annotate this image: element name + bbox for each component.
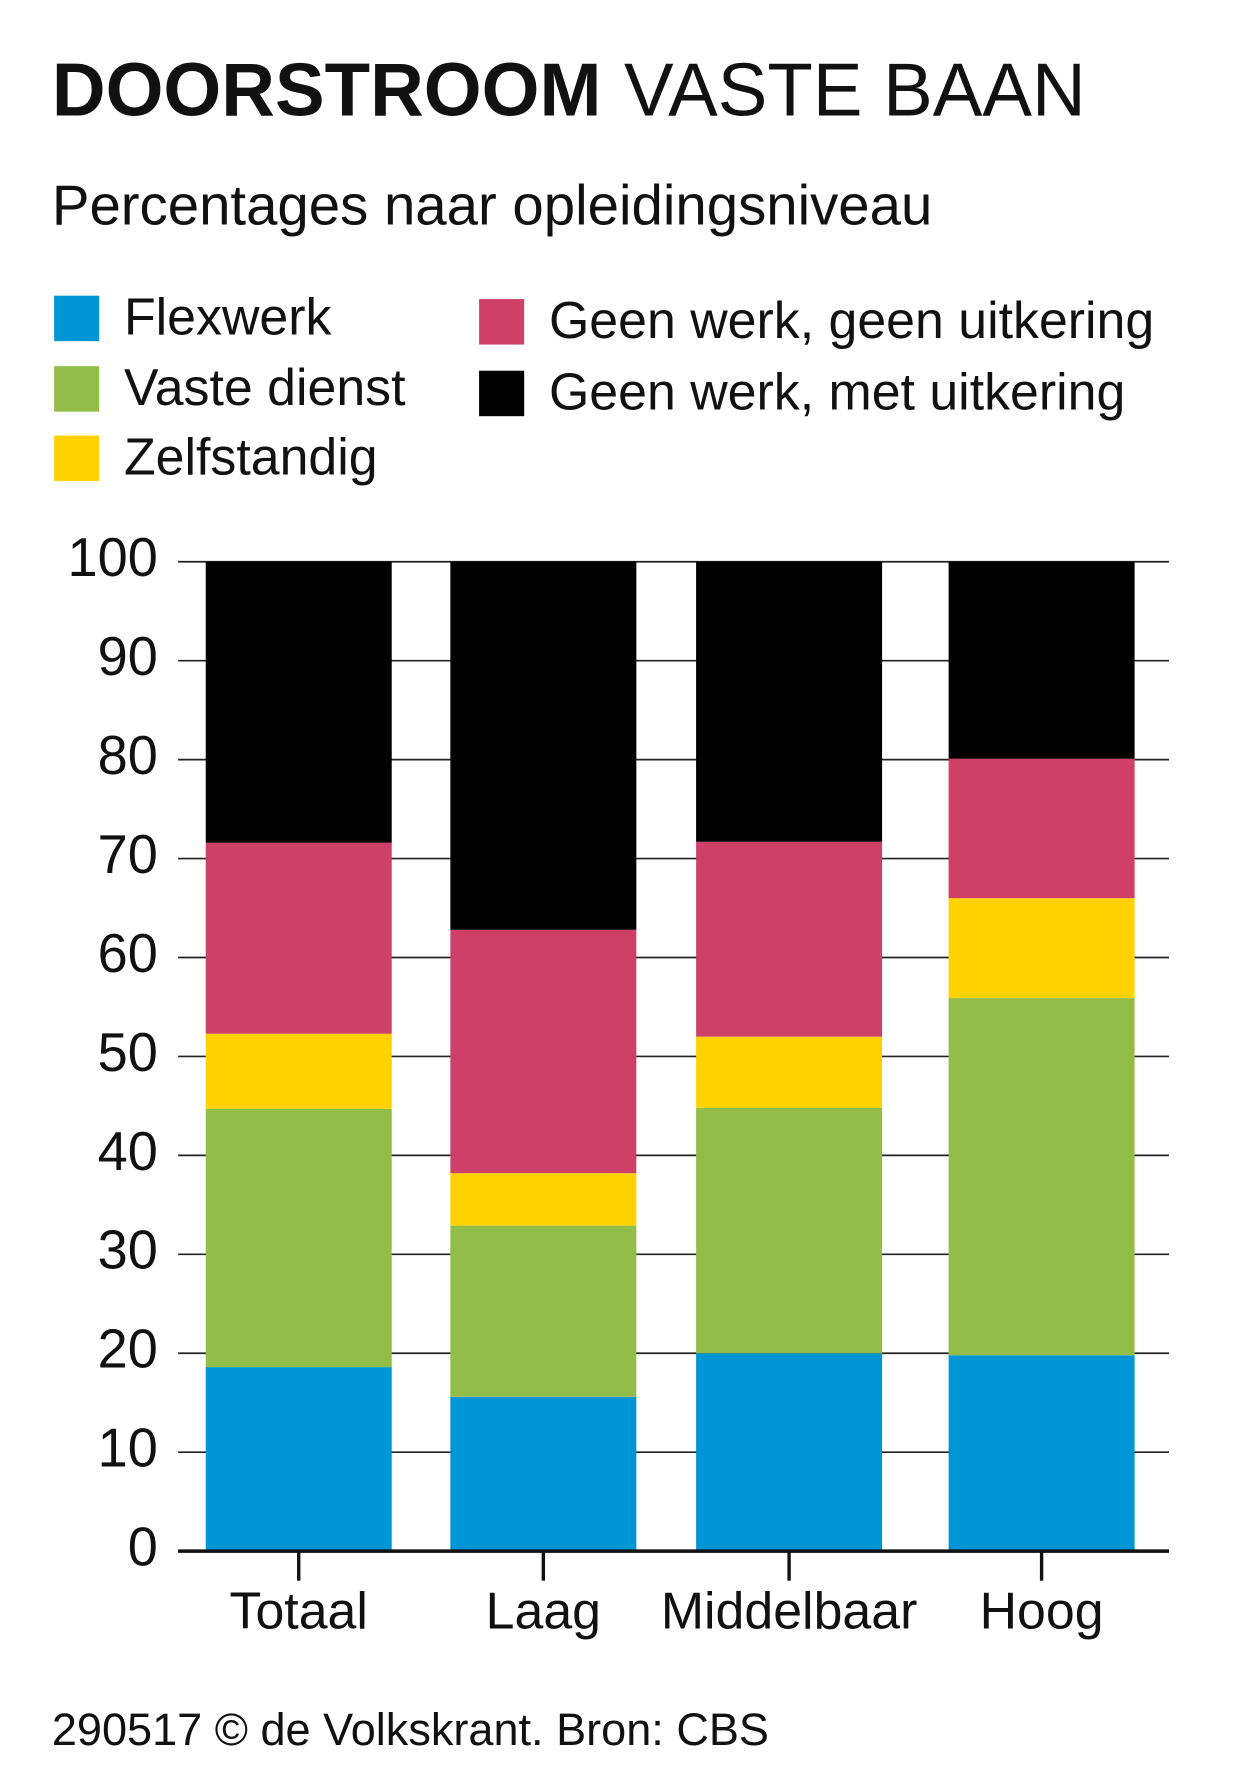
legend-label: Vaste dienst bbox=[124, 359, 406, 417]
source: 290517 © de Volkskrant. Bron: CBS bbox=[52, 1704, 769, 1755]
legend-swatch bbox=[479, 299, 525, 345]
legend-label: Flexwerk bbox=[124, 288, 332, 346]
y-tick-label: 60 bbox=[98, 923, 158, 984]
bar-segment bbox=[450, 929, 637, 1174]
y-tick-label: 30 bbox=[98, 1220, 158, 1281]
y-tick-label: 100 bbox=[68, 527, 158, 588]
legend-label: Geen werk, met uitkering bbox=[549, 363, 1125, 421]
bar-segment bbox=[205, 1108, 392, 1368]
bar-segment bbox=[450, 1396, 637, 1552]
bar-segment bbox=[205, 561, 392, 843]
bar-segment bbox=[948, 758, 1135, 899]
bar-segment bbox=[696, 841, 883, 1037]
bar-segment bbox=[696, 1353, 883, 1552]
bar-segment bbox=[948, 561, 1135, 759]
legend-label: Zelfstandig bbox=[124, 428, 378, 486]
x-tick-label: Hoog bbox=[980, 1582, 1104, 1640]
bar-segment bbox=[205, 842, 392, 1034]
legend-swatch bbox=[54, 366, 100, 412]
bar-segment bbox=[450, 1225, 637, 1397]
y-tick-label: 80 bbox=[98, 725, 158, 786]
bar-segment bbox=[696, 1036, 883, 1108]
title-regular: VASTE BAAN bbox=[624, 47, 1086, 131]
bar-segment bbox=[696, 561, 883, 842]
y-tick-label: 10 bbox=[98, 1417, 158, 1478]
y-tick-label: 0 bbox=[128, 1516, 158, 1577]
legend: Flexwerk Vaste dienst Zelfstandig Geen werk… bbox=[54, 288, 1154, 486]
bar-segment bbox=[205, 1367, 392, 1552]
bar-segment bbox=[948, 1355, 1135, 1552]
y-tick-label: 40 bbox=[98, 1121, 158, 1182]
axes: 0 10 20 30 40 50 60 70 80 90 100 Totaal Laag Middelba… bbox=[68, 527, 1169, 1641]
legend-swatch bbox=[54, 295, 100, 342]
y-tick-label: 90 bbox=[98, 626, 158, 687]
y-tick-label: 70 bbox=[98, 824, 158, 885]
chart-subtitle: Percentages naar opleidingsniveau bbox=[52, 173, 932, 236]
x-tick-label: Totaal bbox=[230, 1582, 368, 1640]
bar-segment bbox=[696, 1107, 883, 1354]
bar-segment bbox=[450, 561, 637, 930]
y-tick-label: 50 bbox=[98, 1022, 158, 1083]
title-bold: DOORSTROOM bbox=[52, 47, 602, 131]
x-tick-label: Laag bbox=[486, 1582, 601, 1640]
bars bbox=[205, 561, 1135, 1552]
bar-segment bbox=[450, 1173, 637, 1226]
x-tick-label: Middelbaar bbox=[661, 1582, 918, 1640]
bar-segment bbox=[948, 998, 1135, 1356]
legend-label: Geen werk, geen uitkering bbox=[549, 292, 1154, 350]
chart-title: DOORSTROOM VASTE BAAN bbox=[52, 47, 1086, 131]
y-tick-label: 20 bbox=[98, 1318, 158, 1379]
bar-segment bbox=[205, 1033, 392, 1109]
legend-swatch bbox=[479, 370, 525, 417]
bar-segment bbox=[948, 898, 1135, 999]
legend-swatch bbox=[54, 435, 100, 482]
